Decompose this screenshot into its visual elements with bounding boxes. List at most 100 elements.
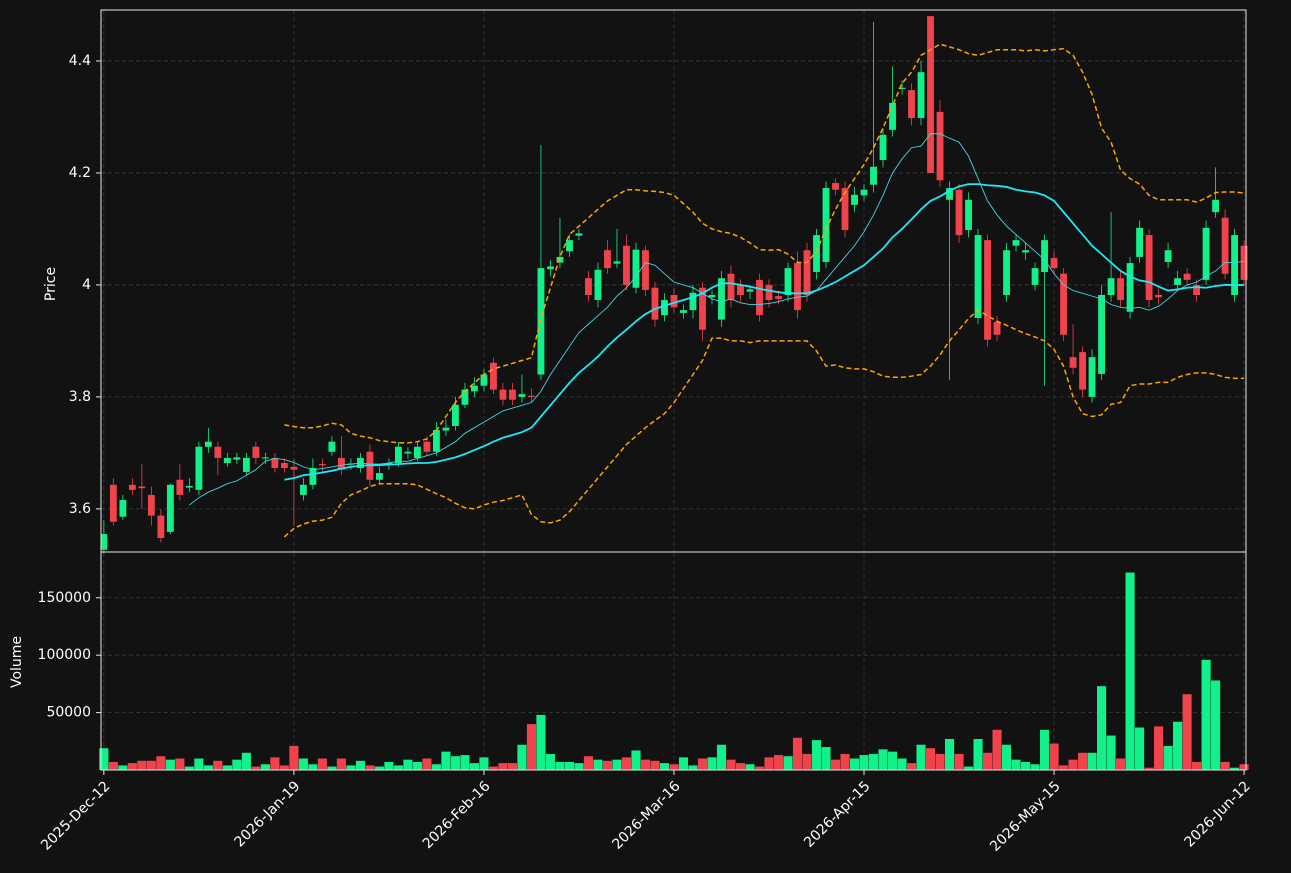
volume-bar bbox=[1049, 743, 1059, 770]
volume-bar bbox=[127, 763, 137, 770]
volume-bar bbox=[498, 763, 508, 770]
candle-body bbox=[908, 90, 915, 119]
volume-bar bbox=[1220, 761, 1230, 770]
volume-bar bbox=[1154, 726, 1164, 770]
volume-bar bbox=[555, 761, 565, 770]
candle-body bbox=[946, 188, 953, 200]
volume-bar bbox=[222, 765, 232, 770]
candle-body bbox=[223, 457, 231, 463]
volume-bar bbox=[840, 753, 850, 770]
candle-body bbox=[252, 446, 260, 458]
volume-bar bbox=[612, 759, 622, 770]
candle-body bbox=[670, 294, 678, 308]
candle-body bbox=[594, 269, 602, 301]
candle-body bbox=[1240, 245, 1248, 280]
volume-bar bbox=[1144, 767, 1154, 770]
volume-bar bbox=[137, 760, 147, 770]
candle-body bbox=[1164, 250, 1172, 262]
volume-bar bbox=[517, 744, 527, 770]
volume-bar bbox=[992, 729, 1002, 770]
volume-bar bbox=[431, 764, 441, 770]
candle-body bbox=[1088, 357, 1096, 397]
volume-bar bbox=[1001, 744, 1012, 770]
candle-body bbox=[822, 188, 830, 262]
candle-body bbox=[100, 534, 108, 550]
volume-bar bbox=[393, 765, 403, 770]
candle-body bbox=[509, 389, 516, 400]
volume-bar bbox=[99, 748, 109, 770]
candle-body bbox=[328, 441, 336, 452]
volume-bar bbox=[146, 760, 156, 770]
volume-bar bbox=[735, 763, 746, 770]
candle-body bbox=[889, 102, 896, 130]
candle-body bbox=[1050, 258, 1058, 269]
candle-body bbox=[1117, 278, 1124, 301]
candle-body bbox=[1079, 352, 1086, 390]
candle-body bbox=[271, 457, 279, 469]
volume-bar bbox=[298, 758, 308, 770]
candle-body bbox=[452, 404, 459, 427]
y-tick-label: 4.4 bbox=[69, 53, 91, 69]
candle-body bbox=[528, 395, 535, 397]
candle-body bbox=[1022, 250, 1029, 253]
volume-bar bbox=[232, 759, 242, 770]
candle-body bbox=[737, 284, 744, 295]
volume-bar bbox=[317, 758, 327, 770]
candle-body bbox=[708, 294, 716, 298]
volume-bar bbox=[802, 753, 812, 770]
candle-body bbox=[375, 473, 383, 480]
candle-body bbox=[1060, 273, 1067, 335]
candle-body bbox=[109, 484, 117, 522]
candle-body bbox=[1031, 268, 1039, 285]
candle-body bbox=[623, 245, 630, 285]
volume-bar bbox=[175, 758, 185, 770]
candle-body bbox=[917, 72, 925, 119]
volume-bar bbox=[859, 755, 869, 770]
volume-bar bbox=[1230, 767, 1240, 770]
volume-bar bbox=[783, 756, 793, 770]
indicator-line bbox=[284, 183, 1245, 481]
volume-bar bbox=[213, 760, 223, 770]
volume-bar bbox=[944, 739, 955, 770]
candle-body bbox=[119, 499, 127, 517]
y-tick-label: 3.8 bbox=[69, 389, 91, 405]
candle-body bbox=[1221, 217, 1229, 274]
candle-body bbox=[803, 250, 811, 295]
grid bbox=[101, 10, 1246, 770]
volume-bar bbox=[697, 758, 708, 770]
candle-body bbox=[157, 515, 165, 539]
candle-body bbox=[965, 199, 972, 231]
volume-bar bbox=[479, 757, 489, 770]
candle-body bbox=[936, 111, 944, 181]
marks bbox=[99, 16, 1249, 770]
volume-bar bbox=[830, 759, 841, 770]
candle-body bbox=[955, 189, 963, 236]
volume-bar bbox=[954, 753, 964, 770]
y-tick-label: 4.2 bbox=[69, 165, 91, 181]
candle-body bbox=[1202, 227, 1210, 280]
volume-bar bbox=[963, 766, 974, 770]
volume-bar bbox=[1125, 572, 1135, 770]
candle-body bbox=[993, 321, 1001, 335]
volume-bar bbox=[526, 724, 537, 770]
candle-body bbox=[984, 240, 991, 340]
volume-bar bbox=[688, 765, 698, 770]
volume-bar bbox=[583, 756, 594, 770]
volume-bar bbox=[650, 760, 660, 770]
candle-body bbox=[756, 279, 763, 316]
candle-body bbox=[337, 457, 345, 470]
volume-bar bbox=[308, 764, 318, 770]
volume-bar bbox=[925, 748, 936, 770]
volume-bar bbox=[1097, 686, 1107, 770]
volume-bar bbox=[241, 752, 251, 770]
volume-bar bbox=[355, 760, 365, 770]
candle-body bbox=[651, 287, 659, 320]
candle-body bbox=[461, 389, 469, 405]
volume-bar bbox=[1011, 759, 1021, 770]
volume-bar bbox=[118, 765, 128, 770]
candle-body bbox=[765, 284, 773, 301]
volume-bar bbox=[726, 759, 736, 770]
volume-bar bbox=[403, 759, 413, 770]
volume-bar bbox=[374, 766, 384, 770]
candle-body bbox=[1212, 199, 1220, 213]
